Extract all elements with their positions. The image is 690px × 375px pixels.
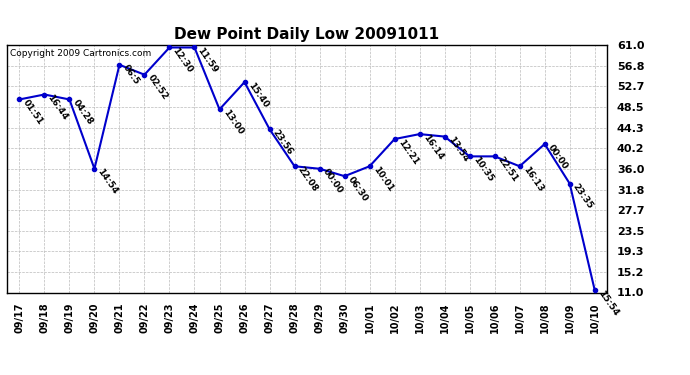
Text: 16:44: 16:44 (46, 93, 70, 122)
Text: 15:40: 15:40 (246, 81, 270, 110)
Text: 16:14: 16:14 (421, 133, 445, 161)
Text: Copyright 2009 Cartronics.com: Copyright 2009 Cartronics.com (10, 49, 151, 58)
Text: 15:54: 15:54 (596, 289, 620, 317)
Text: 14:54: 14:54 (96, 167, 120, 196)
Text: 22:51: 22:51 (496, 155, 520, 184)
Text: 10:35: 10:35 (471, 155, 495, 183)
Text: 02:52: 02:52 (146, 73, 170, 102)
Text: 04:28: 04:28 (71, 98, 95, 127)
Text: 00:00: 00:00 (546, 142, 569, 171)
Text: 11:59: 11:59 (196, 46, 219, 75)
Text: 06:5: 06:5 (121, 63, 141, 87)
Text: 22:08: 22:08 (296, 165, 319, 194)
Text: 23:35: 23:35 (571, 182, 595, 211)
Text: 06:30: 06:30 (346, 175, 370, 203)
Text: 00:00: 00:00 (321, 167, 344, 195)
Text: 16:13: 16:13 (521, 165, 545, 194)
Text: 23:56: 23:56 (271, 128, 295, 156)
Text: 13:54: 13:54 (446, 135, 470, 164)
Text: 12:30: 12:30 (171, 46, 195, 75)
Text: 01:51: 01:51 (21, 98, 45, 127)
Text: 12:21: 12:21 (396, 138, 420, 166)
Text: 10:01: 10:01 (371, 165, 395, 193)
Text: 13:00: 13:00 (221, 108, 244, 136)
Title: Dew Point Daily Low 20091011: Dew Point Daily Low 20091011 (175, 27, 440, 42)
